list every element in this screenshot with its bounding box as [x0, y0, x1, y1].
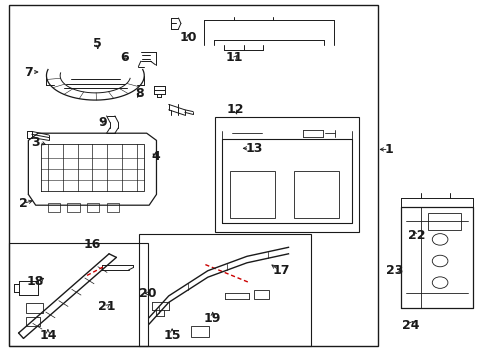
Bar	[190, 326, 209, 337]
Text: 22: 22	[407, 229, 425, 242]
Text: 8: 8	[135, 87, 143, 100]
Bar	[427, 213, 460, 230]
Text: 24: 24	[401, 319, 419, 332]
Text: 23: 23	[386, 264, 403, 277]
Text: 15: 15	[163, 329, 181, 342]
Text: 14: 14	[39, 329, 57, 342]
Text: 1: 1	[384, 143, 392, 156]
Text: 10: 10	[179, 31, 197, 44]
Text: 16: 16	[83, 238, 101, 251]
Text: 12: 12	[226, 103, 244, 116]
Text: 2: 2	[19, 197, 28, 210]
Bar	[87, 203, 99, 212]
Text: 7: 7	[24, 66, 33, 78]
Text: 17: 17	[272, 264, 289, 277]
Text: 11: 11	[225, 51, 243, 64]
Bar	[106, 203, 119, 212]
Bar	[67, 203, 80, 212]
Bar	[48, 203, 60, 212]
Text: 20: 20	[139, 287, 157, 300]
Bar	[293, 171, 339, 218]
Text: 21: 21	[98, 300, 115, 313]
Text: 13: 13	[245, 142, 263, 155]
Text: 18: 18	[27, 275, 44, 288]
Text: 5: 5	[93, 37, 102, 50]
Bar	[254, 290, 268, 299]
Text: 3: 3	[31, 136, 40, 149]
Bar	[9, 5, 377, 346]
Bar	[26, 303, 43, 313]
Bar	[229, 171, 275, 218]
Bar	[139, 234, 310, 346]
Bar	[9, 243, 148, 346]
Bar	[215, 117, 359, 232]
Text: 19: 19	[203, 312, 221, 325]
Text: 6: 6	[120, 51, 129, 64]
Text: 4: 4	[151, 150, 160, 163]
Bar	[26, 317, 40, 326]
Text: 9: 9	[98, 116, 107, 129]
